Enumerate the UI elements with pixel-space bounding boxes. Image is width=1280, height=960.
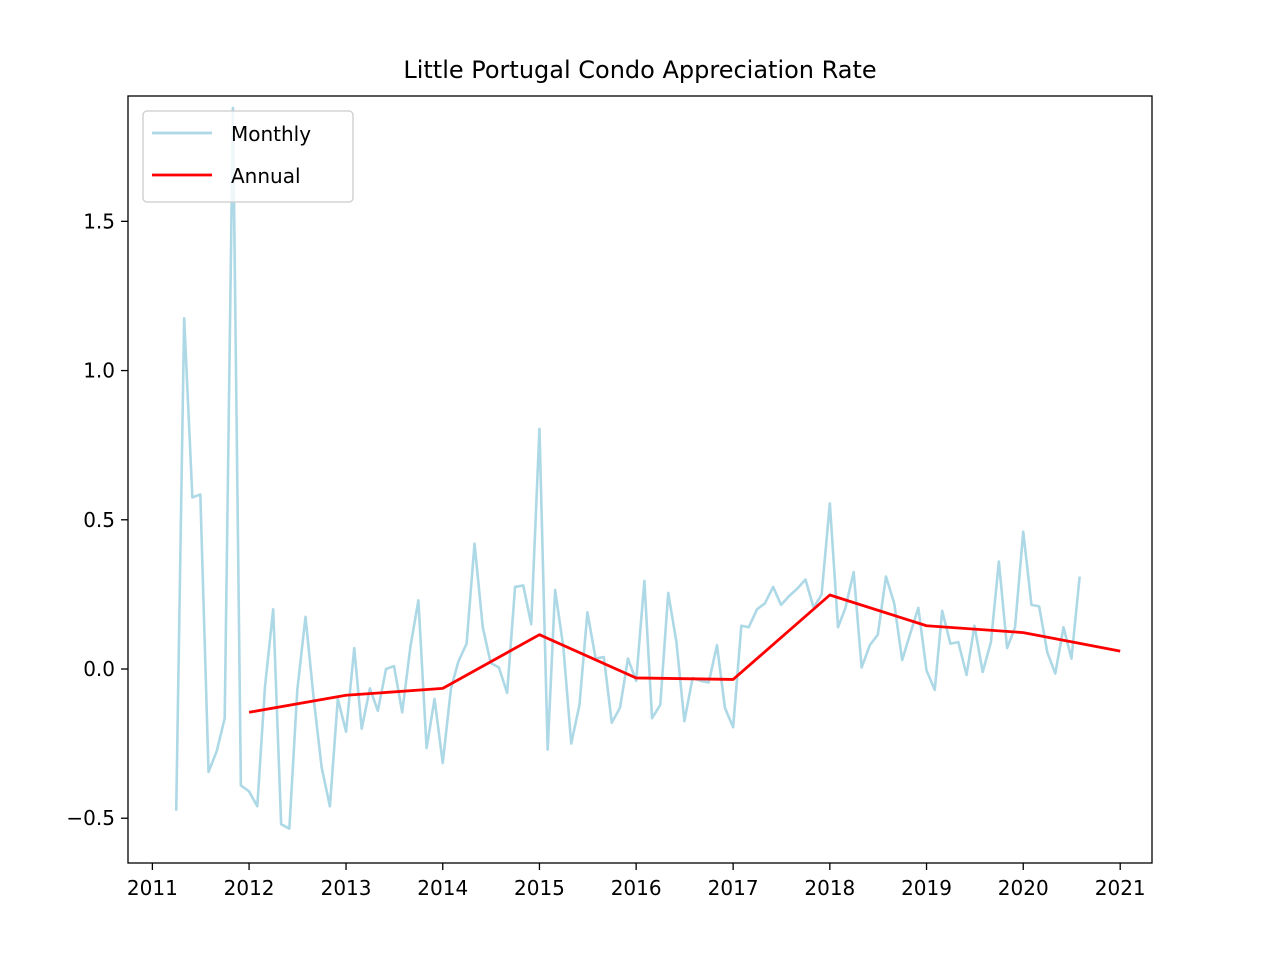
x-tick-label: 2020 (998, 876, 1049, 900)
x-tick-label: 2021 (1095, 876, 1146, 900)
x-tick-label: 2014 (417, 876, 468, 900)
x-tick-label: 2018 (804, 876, 855, 900)
y-tick-label: 1.0 (83, 359, 115, 383)
y-tick-label: 0.5 (83, 508, 115, 532)
series-line-monthly (174, 106, 1081, 830)
x-tick-label: 2017 (708, 876, 759, 900)
x-tick-label: 2013 (321, 876, 372, 900)
legend-label-annual: Annual (231, 164, 301, 188)
plot-frame (127, 95, 1153, 864)
x-tick-label: 2016 (611, 876, 662, 900)
x-axis: 2011 2012 2013 2014 2015 2016 2017 2018 2019 2020… (127, 863, 1146, 900)
legend-label-monthly: Monthly (231, 122, 311, 146)
y-tick-label: 1.5 (83, 209, 115, 233)
x-tick-label: 2012 (224, 876, 275, 900)
y-tick-label: −0.5 (66, 806, 115, 830)
x-tick-label: 2019 (901, 876, 952, 900)
chart-title: Little Portugal Condo Appreciation Rate (403, 56, 876, 84)
series-line-annual (248, 593, 1121, 714)
x-tick-label: 2015 (514, 876, 565, 900)
x-tick-label: 2011 (127, 876, 178, 900)
y-axis: −0.5 0.0 0.5 1.0 1.5 (66, 209, 128, 830)
y-tick-label: 0.0 (83, 657, 115, 681)
legend: Monthly Annual (142, 110, 354, 203)
series-layer (174, 106, 1121, 830)
